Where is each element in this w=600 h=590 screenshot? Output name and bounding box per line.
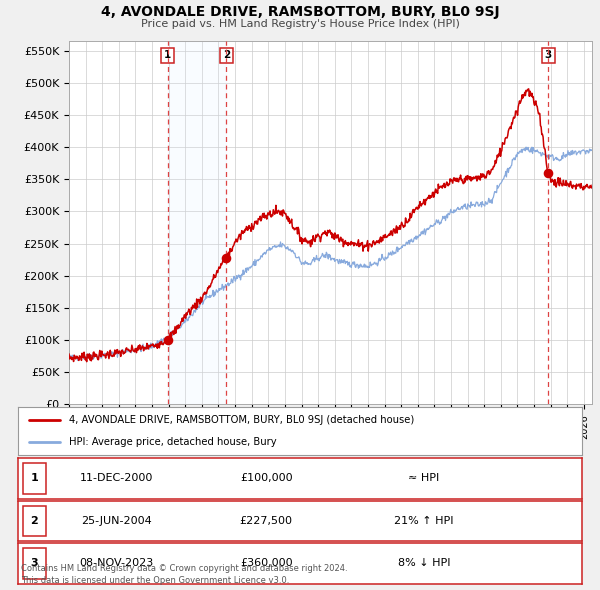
Text: 1: 1: [164, 50, 172, 60]
Text: £100,000: £100,000: [240, 474, 292, 483]
FancyBboxPatch shape: [23, 548, 46, 579]
Text: HPI: Average price, detached house, Bury: HPI: Average price, detached house, Bury: [69, 437, 277, 447]
Point: [163, 335, 173, 345]
Text: 25-JUN-2004: 25-JUN-2004: [82, 516, 152, 526]
Point: [221, 253, 231, 263]
Text: 1: 1: [31, 474, 38, 483]
Text: 08-NOV-2023: 08-NOV-2023: [80, 559, 154, 568]
Bar: [168, 41, 226, 404]
Text: 3: 3: [31, 559, 38, 568]
Text: 2: 2: [223, 50, 230, 60]
FancyBboxPatch shape: [23, 463, 46, 494]
Text: Contains HM Land Registry data © Crown copyright and database right 2024.
This d: Contains HM Land Registry data © Crown c…: [21, 565, 347, 585]
Text: £360,000: £360,000: [240, 559, 292, 568]
Text: £227,500: £227,500: [239, 516, 293, 526]
Text: Price paid vs. HM Land Registry's House Price Index (HPI): Price paid vs. HM Land Registry's House …: [140, 19, 460, 30]
Text: 11-DEC-2000: 11-DEC-2000: [80, 474, 154, 483]
Text: 8% ↓ HPI: 8% ↓ HPI: [398, 559, 451, 568]
Text: 4, AVONDALE DRIVE, RAMSBOTTOM, BURY, BL0 9SJ: 4, AVONDALE DRIVE, RAMSBOTTOM, BURY, BL0…: [101, 5, 499, 19]
Text: 3: 3: [545, 50, 552, 60]
Point: [544, 168, 553, 178]
Text: 2: 2: [31, 516, 38, 526]
Text: 4, AVONDALE DRIVE, RAMSBOTTOM, BURY, BL0 9SJ (detached house): 4, AVONDALE DRIVE, RAMSBOTTOM, BURY, BL0…: [69, 415, 414, 425]
Text: ≈ HPI: ≈ HPI: [409, 474, 440, 483]
FancyBboxPatch shape: [23, 506, 46, 536]
Text: 21% ↑ HPI: 21% ↑ HPI: [394, 516, 454, 526]
